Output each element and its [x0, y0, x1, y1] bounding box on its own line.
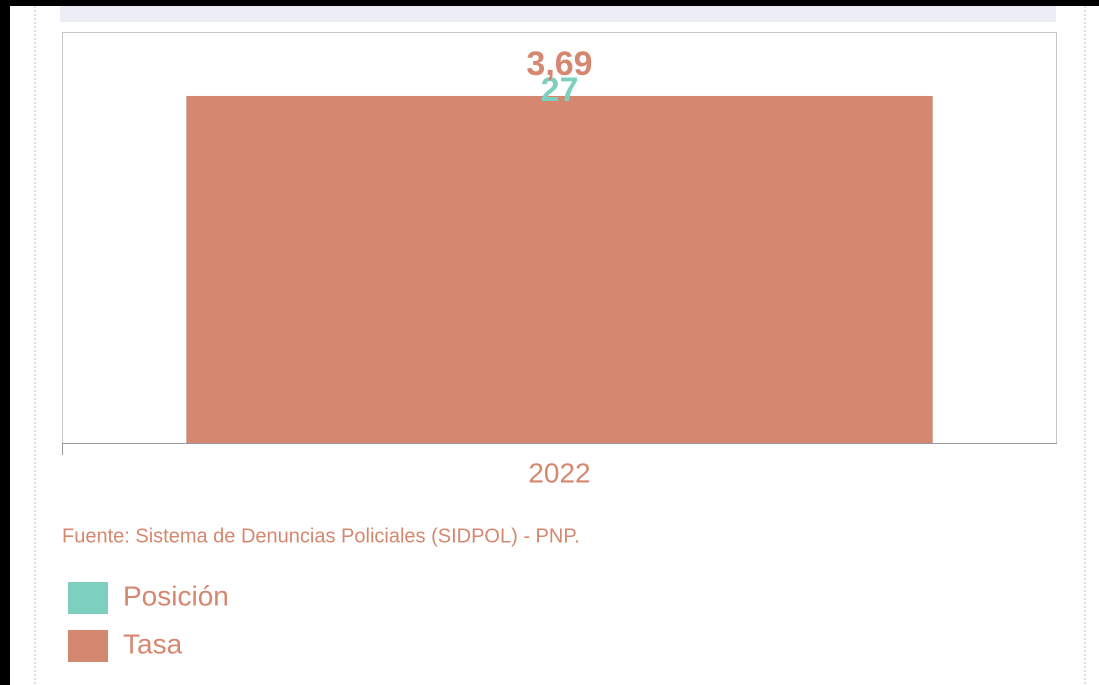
header-strip: [60, 6, 1056, 22]
data-label: 3,69: [526, 45, 592, 83]
source-note: Fuente: Sistema de Denuncias Policiales …: [62, 525, 580, 547]
bar: [186, 95, 933, 444]
data-label: 27: [541, 71, 579, 109]
legend-label: Tasa: [123, 628, 183, 659]
left-border: [0, 0, 10, 685]
legend-label: Posición: [123, 580, 229, 611]
legend-swatch: [68, 582, 108, 614]
top-border: [0, 0, 1099, 6]
legend-swatch: [68, 630, 108, 662]
x-tick-label: 2022: [528, 457, 590, 488]
